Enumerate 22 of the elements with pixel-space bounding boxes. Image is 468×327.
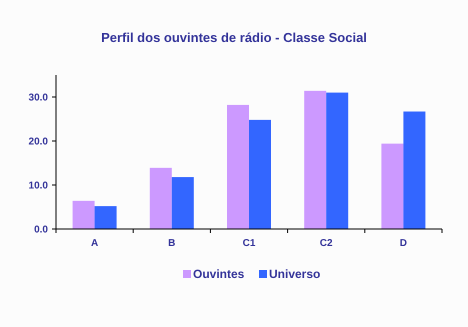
y-tick-label: 10.0	[28, 180, 48, 192]
bar	[381, 144, 404, 229]
x-tick-label: C1	[242, 238, 256, 249]
bar	[72, 200, 95, 229]
x-tick-label: A	[90, 238, 98, 249]
bar	[249, 120, 271, 229]
chart-title: Perfil dos ouvintes de rádio - Classe Social	[101, 30, 367, 45]
bar	[304, 90, 326, 229]
y-tick-label: 30.0	[28, 92, 48, 104]
x-tick-label: B	[168, 238, 176, 249]
y-tick-label: 20.0	[28, 136, 48, 148]
bar	[326, 92, 348, 229]
legend-label: Ouvintes	[193, 267, 245, 281]
y-tick-label: 0.0	[34, 224, 48, 236]
bar	[94, 206, 117, 229]
x-tick-label: C2	[320, 238, 334, 249]
bar	[403, 112, 426, 229]
bar	[227, 104, 249, 229]
legend-label: Universo	[269, 267, 320, 281]
bar	[172, 177, 194, 229]
bar	[150, 168, 172, 229]
x-tick-label: D	[400, 238, 408, 249]
